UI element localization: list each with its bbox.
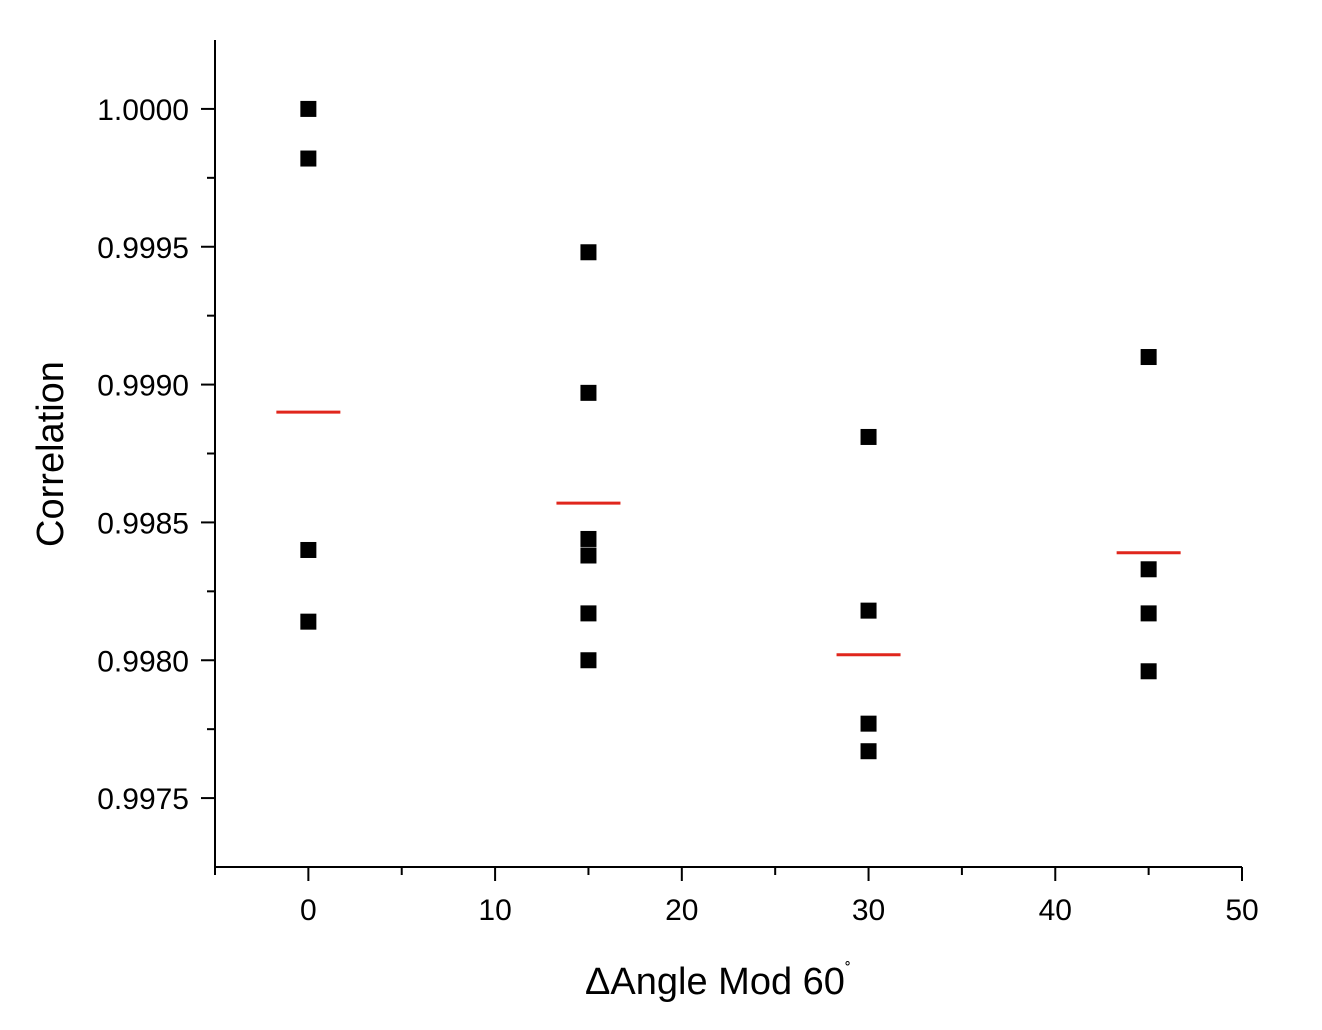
data-point [580, 530, 597, 547]
y-tick-label: 0.9985 [97, 507, 189, 540]
data-point [300, 150, 317, 167]
data-point [300, 613, 317, 630]
degree-symbol: ˚ [845, 960, 851, 980]
x-tick-label: 0 [300, 894, 317, 927]
x-axis-title: ΔAngle Mod 60˚ [585, 960, 851, 1003]
data-point [580, 244, 597, 261]
y-tick-label: 0.9990 [97, 370, 189, 403]
y-tick-label: 0.9975 [97, 783, 189, 816]
data-point [860, 715, 877, 732]
y-tick-label: 0.9995 [97, 232, 189, 265]
x-tick-label: 30 [852, 894, 885, 927]
data-point [1140, 605, 1157, 622]
data-point [580, 547, 597, 564]
x-tick-label: 20 [665, 894, 698, 927]
x-axis-title-text: ΔAngle Mod 60 [585, 961, 845, 1003]
x-tick-label: 40 [1039, 894, 1072, 927]
data-point [300, 541, 317, 558]
axes: 0.9975 0.9980 0.9985 0.9990 0.9995 1.0000 0 10 2… [97, 40, 1259, 927]
data-point [580, 605, 597, 622]
x-tick-label: 10 [478, 894, 511, 927]
data-point [1140, 561, 1157, 578]
data-point [580, 652, 597, 669]
data-point [1140, 663, 1157, 680]
data-marks [276, 100, 1181, 760]
data-point [300, 100, 317, 117]
data-point [860, 602, 877, 619]
y-tick-label: 0.9980 [97, 645, 189, 678]
data-point [580, 384, 597, 401]
data-point [1140, 349, 1157, 366]
x-tick-label: 50 [1225, 894, 1258, 927]
y-axis-title: Correlation [30, 361, 72, 547]
y-tick-label: 1.0000 [97, 94, 189, 127]
data-point [860, 428, 877, 445]
data-point [860, 743, 877, 760]
